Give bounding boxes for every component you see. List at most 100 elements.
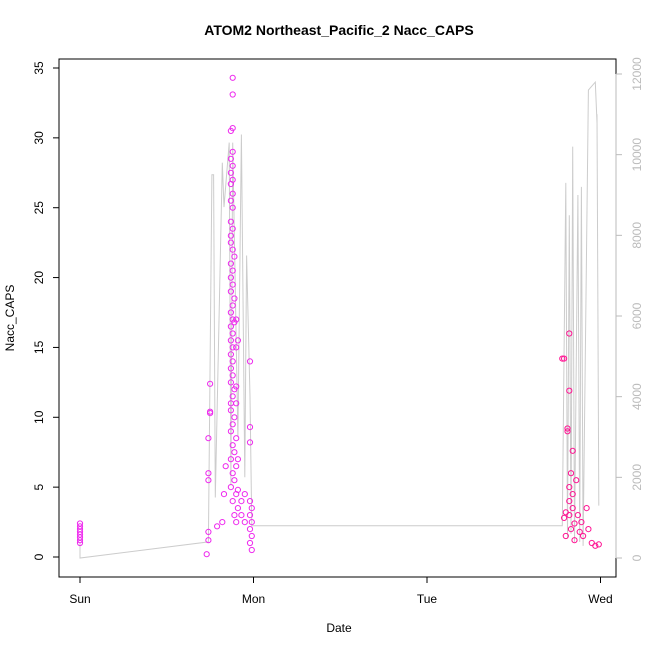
data-point — [229, 372, 236, 379]
data-point — [566, 484, 573, 491]
data-point — [227, 484, 234, 491]
data-point — [231, 414, 238, 421]
data-point — [227, 351, 234, 358]
data-point — [574, 512, 582, 519]
data-point — [566, 387, 573, 394]
y-tick-label: 15 — [32, 340, 46, 354]
data-point — [76, 520, 84, 527]
data-point — [227, 239, 234, 246]
data-point — [229, 176, 236, 183]
data-point — [227, 379, 234, 386]
data-point — [585, 526, 592, 533]
data-point — [238, 512, 245, 519]
y2-tick-label: 4000 — [630, 383, 644, 410]
data-point — [203, 551, 210, 558]
data-point — [227, 407, 234, 414]
data-point — [229, 358, 236, 365]
data-point — [229, 330, 236, 337]
x-axis: Sun Mon Tue Wed — [69, 576, 613, 606]
y-tick-label: 5 — [32, 483, 46, 490]
data-point — [229, 281, 236, 288]
data-point — [238, 498, 245, 505]
data-point — [561, 514, 568, 522]
x-tick-label: Mon — [242, 592, 265, 606]
y-tick-label: 35 — [32, 61, 46, 75]
data-point — [234, 456, 241, 463]
y-tick-label: 25 — [32, 201, 46, 215]
data-point — [227, 232, 234, 239]
y-tick-label: 10 — [32, 410, 46, 424]
data-point — [229, 442, 236, 449]
data-point — [231, 512, 238, 519]
data-point — [583, 505, 590, 512]
x-tick-label: Sun — [69, 592, 90, 606]
y2-tick-label: 2000 — [630, 464, 644, 491]
data-point — [205, 477, 212, 484]
data-point — [231, 477, 238, 484]
data-point — [229, 393, 236, 400]
y2-tick-label: 10000 — [630, 138, 644, 172]
x-tick-label: Wed — [588, 592, 612, 606]
x-axis-label: Date — [326, 621, 352, 635]
data-point — [227, 309, 234, 316]
data-point — [229, 91, 236, 98]
data-point — [246, 512, 254, 519]
data-point — [246, 424, 254, 431]
data-point — [571, 537, 578, 544]
data-point — [248, 532, 255, 540]
data-point — [227, 274, 234, 281]
data-point — [569, 505, 576, 512]
data-point — [241, 519, 248, 526]
data-point — [205, 537, 212, 544]
primary-points — [76, 74, 602, 558]
secondary-series — [79, 80, 600, 559]
data-point — [569, 447, 576, 454]
data-point — [220, 491, 228, 498]
data-point — [246, 526, 254, 533]
data-point — [234, 337, 241, 344]
data-point — [76, 523, 84, 530]
data-point — [562, 532, 569, 540]
data-point — [229, 125, 236, 132]
data-point — [205, 470, 212, 477]
data-point — [233, 435, 240, 442]
data-point — [229, 190, 236, 197]
data-point — [580, 532, 587, 540]
data-point — [229, 302, 236, 309]
data-point — [229, 344, 236, 351]
data-point — [246, 439, 254, 446]
data-point — [573, 477, 580, 484]
data-point — [233, 519, 240, 526]
data-point — [207, 408, 214, 415]
chart-title: ATOM2 Northeast_Pacific_2 Nacc_CAPS — [204, 22, 473, 38]
data-point — [229, 225, 236, 232]
data-point — [246, 539, 254, 547]
y2-tick-label: 8000 — [630, 222, 644, 249]
y-tick-label: 30 — [32, 131, 46, 145]
data-point — [241, 491, 248, 498]
data-point — [219, 519, 226, 526]
data-point — [564, 428, 571, 435]
data-point — [229, 470, 236, 477]
data-point — [231, 295, 238, 302]
data-point — [566, 498, 573, 505]
data-point — [567, 526, 575, 533]
data-point — [561, 355, 568, 362]
data-point — [569, 491, 576, 498]
data-point — [227, 169, 234, 176]
data-point — [595, 541, 602, 548]
data-point — [229, 148, 236, 155]
data-point — [566, 512, 573, 519]
y-axis: 0 5 10 15 20 25 30 35 — [32, 61, 60, 560]
y-tick-label: 20 — [32, 271, 46, 285]
data-point — [205, 528, 212, 536]
data-point — [592, 542, 599, 549]
data-point — [222, 463, 229, 470]
y2-tick-label: 0 — [630, 554, 644, 561]
y2-tick-label: 6000 — [630, 302, 644, 329]
data-point — [205, 435, 212, 442]
data-point — [227, 288, 234, 295]
data-point — [227, 218, 234, 225]
